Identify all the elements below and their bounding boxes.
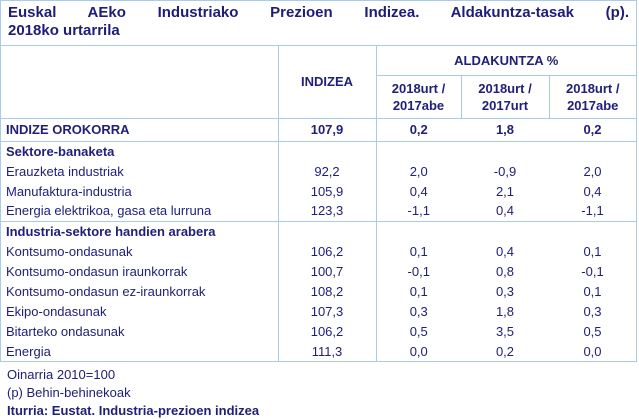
header-row-group: INDIZEA ALDAKUNTZA %	[1, 46, 636, 119]
header-row-periods: 2018urt / 2017abe 2018urt / 2017urt 2018…	[1, 75, 636, 119]
table-row: Bitarteko ondasunak 106,2 0,5 3,5 0,5	[1, 321, 636, 341]
row-label: INDIZE OROKORRA	[1, 118, 278, 142]
change-value: 0,1	[409, 283, 428, 299]
change-value: 0,1	[409, 243, 428, 259]
change-value: 0,5	[409, 323, 428, 339]
change-value: -0,9	[493, 163, 517, 179]
change-value	[549, 220, 636, 241]
indizea-value: 123,3	[277, 201, 377, 221]
header-empty-cell	[1, 46, 278, 119]
change-value: 1,8	[461, 118, 549, 142]
row-label: Kontsumo-ondasun iraunkorrak	[6, 263, 188, 279]
row-label: Energia elektrikoa, gasa eta lurruna	[6, 203, 212, 219]
table-row: Kontsumo-ondasunak 106,2 0,1 0,4 0,1	[1, 241, 636, 261]
change-value: -0,1	[581, 263, 604, 279]
table-footnotes: Oinarria 2010=100 (p) Behin-behinekoak I…	[0, 362, 639, 419]
row-label: Kontsumo-ondasunak	[6, 243, 133, 259]
change-value: 3,5	[495, 323, 515, 339]
indizea-value: 100,7	[277, 261, 377, 281]
column-header-period-1: 2018urt / 2017abe	[376, 75, 461, 119]
table-row-general-index: INDIZE OROKORRA 107,9 0,2 1,8 0,2	[1, 118, 636, 142]
indizea-value: 106,2	[277, 241, 377, 261]
page-title: Euskal AEko Industriako Prezioen Indizea…	[1, 1, 636, 46]
change-value: 0,3	[583, 303, 602, 319]
change-value: 0,4	[583, 183, 602, 199]
footnote-source: Iturria: Eustat. Industria-prezioen indi…	[7, 403, 260, 418]
page-title-line2: 2018ko urtarrila	[8, 22, 120, 39]
change-value: 1,8	[495, 303, 515, 319]
table-row: Kontsumo-ondasun ez-iraunkorrak 108,2 0,…	[1, 281, 636, 301]
change-value: 0,2	[549, 118, 636, 142]
change-value: -1,1	[581, 203, 604, 219]
footnote-provisional: (p) Behin-behinekoak	[7, 385, 131, 400]
row-label: Bitarteko ondasunak	[6, 323, 125, 339]
column-header-period-3: 2018urt / 2017abe	[548, 75, 636, 119]
change-value: 2,0	[583, 163, 602, 179]
price-index-table: INDIZEA ALDAKUNTZA % 2018urt / 2017abe 2…	[1, 46, 636, 361]
table-row: Manufaktura-industria 105,9 0,4 2,1 0,4	[1, 181, 636, 201]
change-value: 0,2	[495, 343, 515, 359]
table-row: Energia 111,3 0,0 0,2 0,0	[1, 341, 636, 361]
change-value: 0,4	[409, 183, 428, 199]
indizea-value	[277, 220, 377, 241]
column-header-indizea: INDIZEA	[277, 46, 377, 119]
column-header-period-2: 2018urt / 2017urt	[460, 75, 549, 119]
change-value: 0,1	[583, 283, 602, 299]
change-value	[549, 141, 636, 161]
change-value	[461, 141, 549, 161]
row-label: Kontsumo-ondasun ez-iraunkorrak	[6, 283, 206, 299]
table-row: Kontsumo-ondasun iraunkorrak 100,7 -0,1 …	[1, 261, 636, 281]
change-value	[376, 220, 461, 241]
change-value	[461, 220, 549, 241]
change-value: 2,0	[409, 163, 428, 179]
indizea-value: 92,2	[277, 161, 377, 181]
indizea-value: 105,9	[277, 181, 377, 201]
change-value: 0,3	[495, 283, 515, 299]
section-row-industria-sektore: Industria-sektore handien arabera	[1, 220, 636, 241]
change-value: -0,1	[407, 263, 430, 279]
change-value: 0,0	[409, 343, 428, 359]
change-value: 2,1	[495, 183, 515, 199]
row-label: Manufaktura-industria	[6, 183, 132, 199]
bordered-container: Euskal AEko Industriako Prezioen Indizea…	[0, 0, 637, 362]
change-value: 0,3	[409, 303, 428, 319]
section-label: Sektore-banaketa	[6, 143, 115, 159]
section-row-sektore-banaketa: Sektore-banaketa	[1, 141, 636, 161]
column-header-aldakuntza: ALDAKUNTZA %	[376, 46, 636, 76]
table-row: Erauzketa industriak 92,2 2,0 -0,9 2,0	[1, 161, 636, 181]
indizea-value: 108,2	[277, 281, 377, 301]
change-value: 0,2	[376, 118, 461, 142]
table-row: Energia elektrikoa, gasa eta lurruna 123…	[1, 201, 636, 221]
change-value: 0,0	[583, 343, 602, 359]
change-value: -1,1	[407, 203, 430, 219]
indizea-value: 107,9	[277, 118, 377, 142]
row-label: Erauzketa industriak	[6, 163, 124, 179]
section-label: Industria-sektore handien arabera	[1, 220, 278, 241]
indizea-value: 106,2	[277, 321, 377, 341]
change-value: 0,1	[583, 243, 602, 259]
footnote-base: Oinarria 2010=100	[7, 367, 116, 382]
indizea-value: 111,3	[277, 341, 377, 361]
row-label: Ekipo-ondasunak	[6, 303, 107, 319]
row-label: Energia	[6, 343, 51, 359]
table-row: Ekipo-ondasunak 107,3 0,3 1,8 0,3	[1, 301, 636, 321]
indizea-value	[277, 141, 377, 161]
change-value: 0,5	[583, 323, 602, 339]
change-value: 0,4	[495, 243, 515, 259]
change-value	[376, 141, 461, 161]
indizea-value: 107,3	[277, 301, 377, 321]
change-value: 0,8	[495, 263, 515, 279]
change-value: 0,4	[495, 203, 515, 219]
page-title-line1: Euskal AEko Industriako Prezioen Indizea…	[8, 4, 629, 21]
